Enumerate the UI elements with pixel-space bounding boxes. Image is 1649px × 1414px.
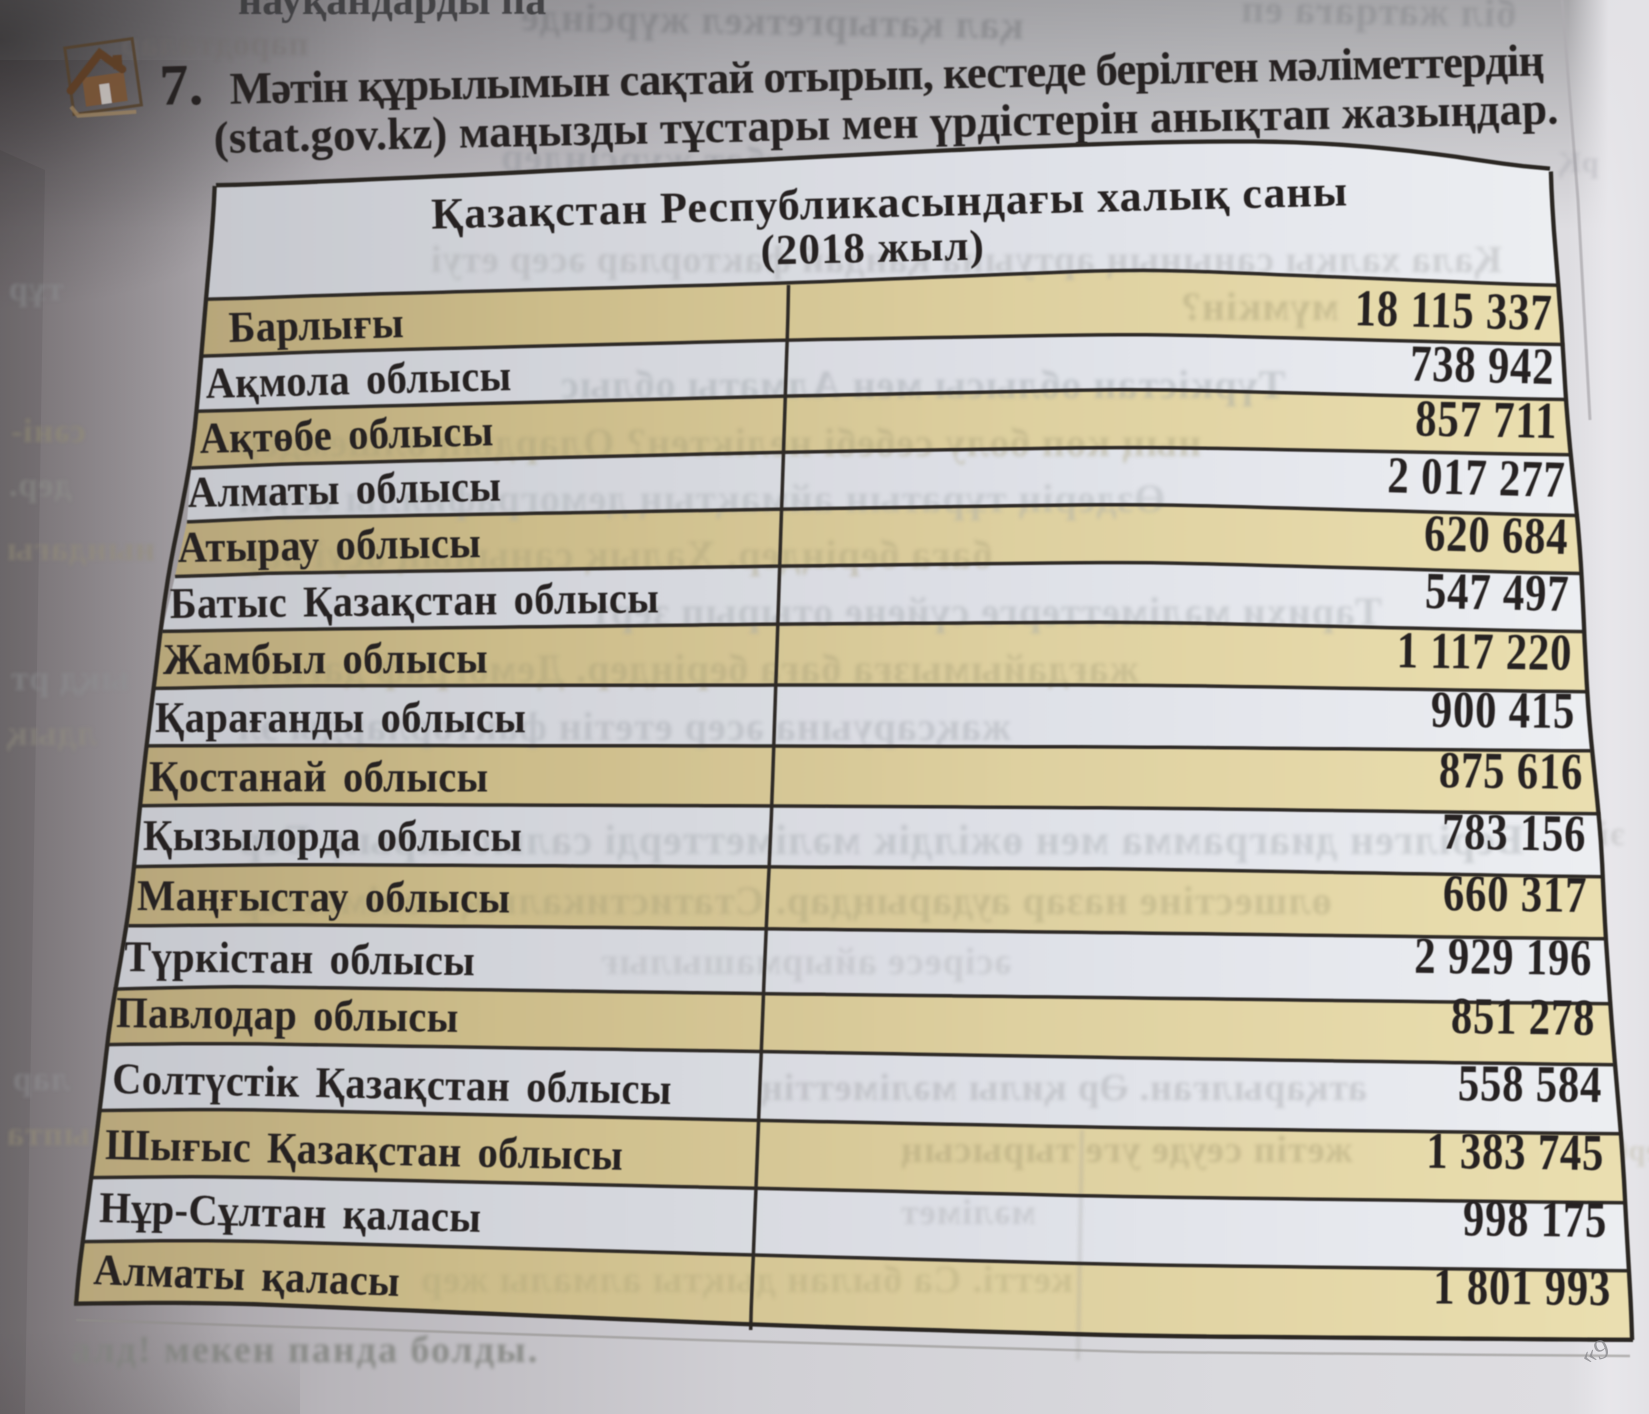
svg-text:Жамбыл облысы: Жамбыл облысы: [163, 634, 488, 684]
svg-text:ның көп болу себебі неліктен?: ның көп болу себебі неліктен? Олардың өл…: [237, 420, 1201, 465]
svg-text:Алматы облысы: Алматы облысы: [187, 462, 502, 517]
svg-text:Түркістан облысы: Түркістан облысы: [124, 932, 476, 985]
svg-text:кетті. Са былан дықты алмалы ж: кетті. Са былан дықты алмалы жер: [420, 1259, 1073, 1301]
svg-text:857 711: 857 711: [1415, 391, 1558, 450]
svg-text:(2018 жыл): (2018 жыл): [760, 222, 985, 274]
svg-text:әсіресе айырмашылығ: әсіресе айырмашылығ: [600, 941, 1011, 983]
svg-text:18 115 337: 18 115 337: [1354, 280, 1553, 342]
svg-text:Берілген диаграмма мен өжілдік: Берілген диаграмма мен өжілдік мәліметте…: [237, 818, 1523, 864]
svg-text:660 317: 660 317: [1443, 865, 1588, 924]
svg-text:Ақмола облысы: Ақмола облысы: [205, 351, 512, 408]
svg-text:Тарихи мәліметтерге сүйене оты: Тарихи мәліметтерге сүйене отырып зерт: [590, 589, 1382, 634]
svg-text:атқарылған. Әр қилы мәліметтің: атқарылған. Әр қилы мәліметтің: [760, 1067, 1367, 1109]
svg-text:жақсаруына әсер ететін факторл: жақсаруына әсер ететін факторларды эл: [237, 704, 1011, 749]
svg-text:Өздерің тұратын аймақтың демог: Өздерің тұратын аймақтың демографиялы өс…: [237, 476, 1165, 521]
svg-text:Нұр-Сұлтан қаласы: Нұр-Сұлтан қаласы: [99, 1184, 482, 1243]
svg-text:жетіп сеуде уге тырысың: жетіп сеуде уге тырысың: [900, 1129, 1353, 1171]
svg-text:Барлығы: Барлығы: [228, 299, 405, 353]
svg-text:біл жатqara еп: біл жатqara еп: [1240, 0, 1517, 36]
svg-text:мүмкін?: мүмкін?: [1180, 284, 1339, 329]
svg-text:өлшестіне назар аударыңдар. Ст: өлшестіне назар аударыңдар. Статистикалы…: [237, 878, 1332, 923]
svg-text:900 415: 900 415: [1431, 682, 1576, 740]
svg-text:2 017 277: 2 017 277: [1387, 447, 1566, 509]
svg-text:998 175: 998 175: [1463, 1190, 1608, 1249]
svg-text:Маңғыстау облысы: Маңғыстау облысы: [137, 871, 511, 922]
svg-text:Ақтөбе облысы: Ақтөбе облысы: [199, 407, 494, 464]
svg-text:Шығыс Қазақстан облысы: Шығыс Қазақстан облысы: [105, 1121, 624, 1181]
svg-text:Атырау облысы: Атырау облысы: [177, 519, 481, 573]
svg-text:нындағы: нындағы: [6, 531, 155, 568]
svg-text:Қала халқы санының артуына қан: Қала халқы санының артуына қандай фактор…: [430, 239, 1502, 281]
svg-text:1 801 993: 1 801 993: [1433, 1259, 1611, 1317]
svg-text:Қарағанды облысы: Қарағанды облысы: [155, 693, 526, 742]
svg-text:мәлімет: мәлімет: [900, 1192, 1036, 1232]
svg-text:дер.: дер.: [8, 467, 72, 504]
svg-text:Қызылорда облысы: Қызылорда облысы: [143, 811, 522, 861]
svg-text:2 929 196: 2 929 196: [1414, 928, 1593, 987]
svg-text:Алматы қаласы: Алматы қаласы: [93, 1246, 401, 1307]
svg-text:738 942: 738 942: [1409, 336, 1555, 396]
svg-text:Батыс Қазақстан облысы: Батыс Қазақстан облысы: [170, 574, 660, 629]
svg-text:851 278: 851 278: [1451, 988, 1596, 1047]
svg-text:рҚ: рҚ: [1558, 146, 1598, 179]
svg-text:ықд рт: ықд рт: [10, 658, 129, 698]
svg-text:783 156: 783 156: [1441, 804, 1586, 863]
svg-text:лдық: лдық: [6, 713, 97, 753]
svg-text:тұр: тұр: [8, 271, 64, 308]
svg-text:лар: лар: [12, 1061, 70, 1098]
svg-text:1 383 745: 1 383 745: [1426, 1123, 1605, 1182]
svg-text:пародталар: пародталар: [120, 26, 308, 63]
svg-text:қал қатыргеткел жүрсінде: қал қатыргеткел жүрсінде: [520, 0, 1024, 48]
svg-text:Павлодар облысы: Павлодар облысы: [116, 988, 459, 1042]
svg-text:7.: 7.: [159, 52, 204, 118]
svg-text:620 684: 620 684: [1423, 505, 1569, 566]
svg-text:1 117 220: 1 117 220: [1396, 622, 1572, 682]
svg-text:558 584: 558 584: [1458, 1055, 1603, 1114]
svg-text:Солтүстік Қазақстан облысы: Солтүстік Қазақстан облысы: [112, 1054, 672, 1114]
svg-text:алд! мекен панда болды.: алд! мекен панда болды.: [72, 1329, 539, 1371]
svg-text:сәні-: сәні-: [10, 413, 86, 450]
svg-text:Қостанай облысы: Қостанай облысы: [149, 752, 489, 802]
svg-text:науқандарды па: науқандарды па: [238, 0, 546, 24]
svg-text:547 497: 547 497: [1424, 563, 1570, 623]
svg-text:875 616: 875 616: [1439, 742, 1584, 801]
